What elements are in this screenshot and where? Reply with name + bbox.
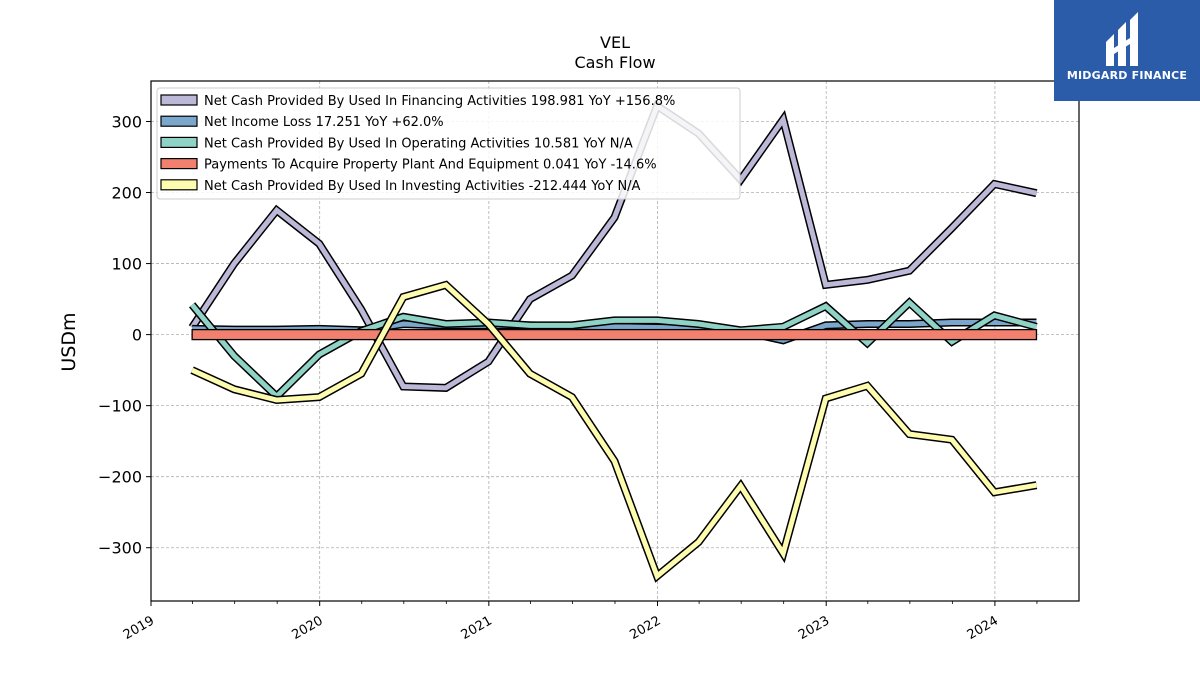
legend-swatch bbox=[160, 94, 198, 106]
x-tick-label: 2019 bbox=[121, 613, 157, 643]
chart-subtitle: Cash Flow bbox=[574, 53, 655, 72]
logo-text: MIDGARD FINANCE bbox=[1066, 69, 1188, 82]
series-group bbox=[188, 99, 1038, 583]
midgard-logo-icon bbox=[1106, 12, 1138, 66]
y-tick-label: −100 bbox=[98, 397, 142, 416]
legend-swatch bbox=[160, 158, 198, 170]
x-tick-label: 2024 bbox=[965, 613, 1001, 643]
legend-entry: Net Cash Provided By Used In Operating A… bbox=[204, 136, 633, 151]
y-axis-label: USDm bbox=[58, 312, 80, 371]
y-tick-label: 100 bbox=[111, 255, 142, 274]
midgard-finance-logo: MIDGARD FINANCE bbox=[1054, 0, 1200, 101]
series-line bbox=[190, 280, 1038, 583]
y-tick-label: 0 bbox=[132, 326, 142, 345]
x-tick-label: 2020 bbox=[290, 613, 326, 643]
x-tick-label: 2023 bbox=[796, 613, 832, 643]
series-stroke bbox=[190, 299, 1038, 400]
legend-entry: Net Income Loss 17.251 YoY +62.0% bbox=[204, 115, 444, 130]
chart-title: VEL bbox=[600, 33, 630, 52]
legend: Net Cash Provided By Used In Financing A… bbox=[156, 87, 741, 200]
legend-swatch bbox=[160, 136, 198, 148]
series-stroke bbox=[191, 282, 1037, 581]
legend-box bbox=[156, 87, 741, 200]
y-tick-label: 200 bbox=[111, 184, 142, 203]
x-tick-label: 2022 bbox=[627, 613, 663, 643]
y-tick-label: 300 bbox=[111, 112, 142, 131]
legend-entry: Payments To Acquire Property Plant And E… bbox=[204, 158, 657, 173]
series-line bbox=[188, 99, 1038, 392]
y-tick-label: −200 bbox=[98, 468, 142, 487]
legend-entry: Net Cash Provided By Used In Investing A… bbox=[204, 179, 641, 194]
series-stroke bbox=[190, 102, 1038, 391]
y-tick-label: −300 bbox=[98, 539, 142, 558]
series-line bbox=[191, 328, 1038, 341]
series-bar-flat bbox=[191, 328, 1038, 341]
legend-swatch bbox=[160, 115, 198, 127]
series-line bbox=[189, 297, 1038, 402]
series-outline bbox=[189, 297, 1038, 402]
legend-entry: Net Cash Provided By Used In Financing A… bbox=[204, 94, 675, 109]
legend-swatch bbox=[160, 179, 198, 191]
x-tick-label: 2021 bbox=[459, 613, 495, 643]
